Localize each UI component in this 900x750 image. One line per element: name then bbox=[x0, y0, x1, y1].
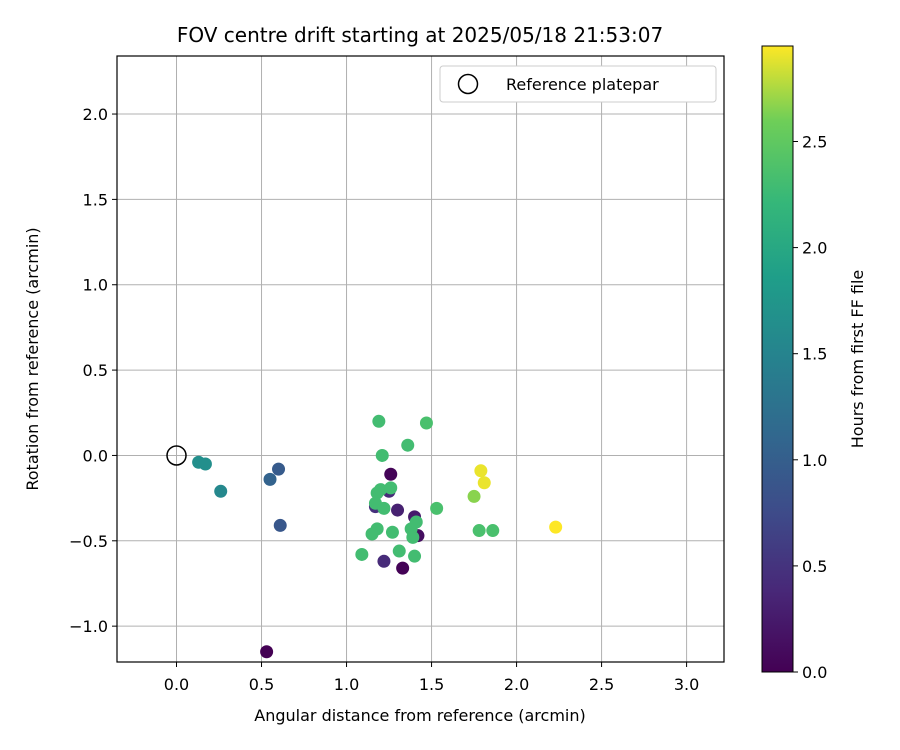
data-points bbox=[192, 414, 563, 659]
data-point bbox=[384, 467, 398, 481]
data-point bbox=[419, 416, 433, 430]
legend: Reference platepar bbox=[439, 65, 717, 103]
y-tick-label: 0.0 bbox=[83, 446, 108, 465]
x-tick-label: 2.5 bbox=[589, 675, 614, 694]
data-point bbox=[377, 501, 391, 515]
reference-layer bbox=[166, 445, 187, 466]
data-point bbox=[408, 549, 422, 563]
data-point bbox=[375, 448, 389, 462]
data-point bbox=[391, 503, 405, 517]
colorbar-tick-label: 0.5 bbox=[802, 557, 827, 576]
reference-platepar-marker bbox=[166, 445, 187, 466]
data-point bbox=[263, 472, 277, 486]
data-point bbox=[409, 515, 423, 529]
x-tick-label: 0.0 bbox=[164, 675, 189, 694]
x-tick-label: 2.0 bbox=[504, 675, 529, 694]
y-axis-label: Rotation from reference (arcmin) bbox=[23, 227, 42, 490]
data-point bbox=[472, 524, 486, 538]
data-point bbox=[273, 518, 287, 532]
data-point bbox=[372, 414, 386, 428]
data-point bbox=[385, 525, 399, 539]
data-point bbox=[355, 547, 369, 561]
colorbar-tick-label: 1.0 bbox=[802, 451, 827, 470]
data-point bbox=[392, 544, 406, 558]
data-point bbox=[401, 438, 415, 452]
colorbar-tick-label: 2.0 bbox=[802, 239, 827, 258]
data-point bbox=[477, 476, 491, 490]
data-point bbox=[377, 554, 391, 568]
y-tick-label: 1.5 bbox=[83, 190, 108, 209]
data-point bbox=[365, 527, 379, 541]
x-tick-label: 3.0 bbox=[674, 675, 699, 694]
colorbar-gradient bbox=[761, 45, 794, 673]
legend-box bbox=[439, 65, 717, 103]
data-point bbox=[406, 530, 420, 544]
data-point bbox=[214, 484, 228, 498]
data-point bbox=[430, 501, 444, 515]
legend-marker-reference bbox=[457, 73, 479, 95]
colorbar-tick-label: 1.5 bbox=[802, 345, 827, 364]
data-point bbox=[486, 524, 500, 538]
x-axis-label: Angular distance from reference (arcmin) bbox=[254, 706, 585, 725]
x-tick-label: 0.5 bbox=[249, 675, 274, 694]
y-tick-label: 1.0 bbox=[83, 276, 108, 295]
x-tick-label: 1.5 bbox=[419, 675, 444, 694]
data-point bbox=[467, 489, 481, 503]
colorbar-tick-label: 0.0 bbox=[802, 663, 827, 682]
x-tick-label: 1.0 bbox=[334, 675, 359, 694]
colorbar-label: Hours from first FF file bbox=[848, 270, 867, 449]
colorbar: 0.0 0.5 1.0 1.5 2.0 2.5 Hours from first FF f… bbox=[761, 45, 867, 682]
data-point bbox=[272, 462, 286, 476]
data-point bbox=[396, 561, 410, 575]
legend-label-reference: Reference platepar bbox=[506, 75, 659, 94]
data-point bbox=[374, 483, 388, 497]
y-axis-ticks: −1.0 −0.5 0.0 0.5 1.0 1.5 2.0 bbox=[69, 105, 117, 636]
data-point bbox=[549, 520, 563, 534]
data-point bbox=[198, 457, 212, 471]
chart-title: FOV centre drift starting at 2025/05/18 … bbox=[177, 23, 663, 47]
grid bbox=[117, 56, 724, 662]
y-tick-label: −0.5 bbox=[69, 532, 108, 551]
colorbar-ticks: 0.0 0.5 1.0 1.5 2.0 2.5 bbox=[793, 132, 827, 682]
plot-area-frame bbox=[116, 55, 725, 663]
colorbar-tick-label: 2.5 bbox=[802, 132, 827, 151]
x-axis-ticks: 0.0 0.5 1.0 1.5 2.0 2.5 3.0 bbox=[164, 662, 699, 694]
y-tick-label: −1.0 bbox=[69, 617, 108, 636]
y-tick-label: 2.0 bbox=[83, 105, 108, 124]
data-point bbox=[384, 481, 398, 495]
data-point bbox=[260, 645, 274, 659]
data-point bbox=[474, 464, 488, 478]
y-tick-label: 0.5 bbox=[83, 361, 108, 380]
